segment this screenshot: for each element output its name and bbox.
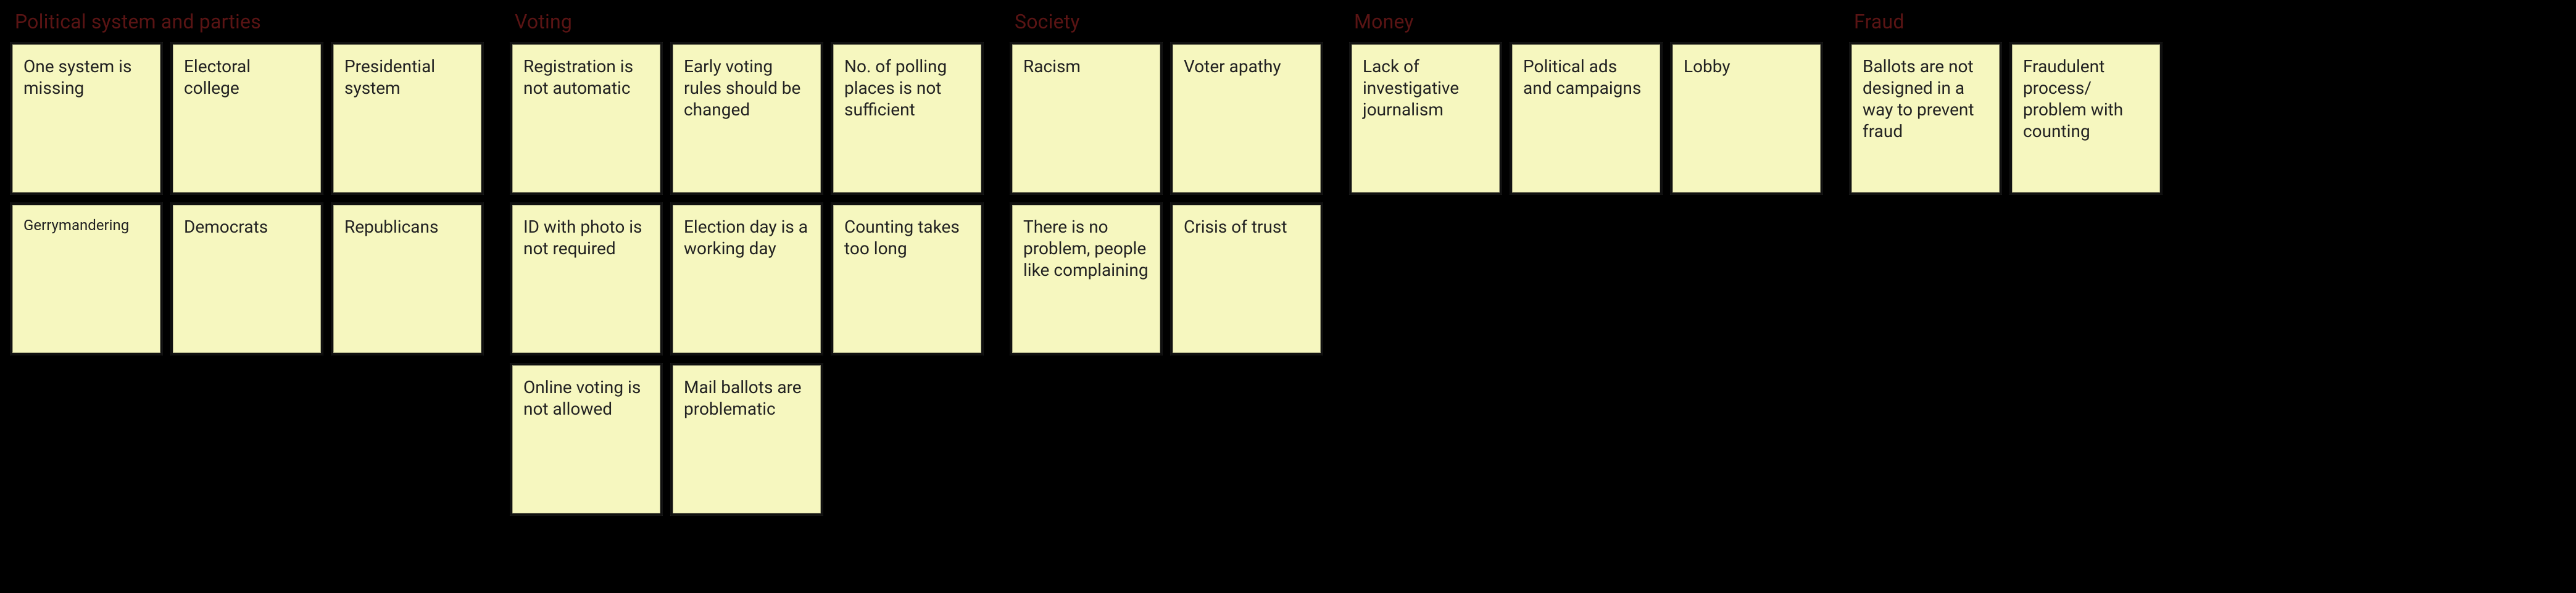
sticky-note-text: Mail ballots are problematic xyxy=(684,377,802,419)
sticky-note-text: Counting takes too long xyxy=(844,217,960,259)
sticky-note[interactable]: Political ads and campaigns xyxy=(1512,44,1660,193)
sticky-note[interactable]: ID with photo is not required xyxy=(512,205,660,353)
sticky-note-text: Voter apathy xyxy=(1184,56,1281,77)
sticky-note[interactable]: Electoral college xyxy=(173,44,321,193)
note-grid-fraud: Ballots are not designed in a way to pre… xyxy=(1851,44,2160,193)
note-grid-political: One system is missing Electoral college Pr… xyxy=(12,44,481,353)
sticky-note-text: There is no problem, people like complai… xyxy=(1023,217,1149,280)
sticky-note[interactable]: One system is missing xyxy=(12,44,160,193)
sticky-note-text: Election day is a working day xyxy=(684,217,808,259)
sticky-note[interactable]: Online voting is not allowed xyxy=(512,365,660,513)
sticky-note-text: Democrats xyxy=(184,217,268,237)
sticky-note-text: Lack of investigative journalism xyxy=(1363,56,1459,120)
sticky-note-text: ID with photo is not required xyxy=(523,217,642,259)
group-society: Society Racism Voter apathy There is no pro… xyxy=(1012,10,1321,353)
sticky-note-text: Online voting is not allowed xyxy=(523,377,641,419)
sticky-note[interactable]: Fraudulent process/ problem with countin… xyxy=(2012,44,2160,193)
sticky-note-text: Political ads and campaigns xyxy=(1523,56,1641,98)
sticky-note[interactable]: Democrats xyxy=(173,205,321,353)
sticky-note-text: Crisis of trust xyxy=(1184,217,1287,237)
sticky-note-text: Lobby xyxy=(1684,56,1730,77)
sticky-note-text: Republicans xyxy=(344,217,438,237)
group-fraud: Fraud Ballots are not designed in a way t… xyxy=(1851,10,2160,193)
group-title-political: Political system and parties xyxy=(12,10,481,33)
sticky-note-text: Racism xyxy=(1023,56,1081,77)
sticky-note-text: One system is missing xyxy=(23,56,131,98)
sticky-note-text: Fraudulent process/ problem with countin… xyxy=(2023,56,2123,141)
group-title-society: Society xyxy=(1012,10,1321,33)
sticky-note[interactable]: Registration is not automatic xyxy=(512,44,660,193)
sticky-note[interactable]: No. of polling places is not sufficient xyxy=(833,44,981,193)
affinity-board: Political system and parties One system i… xyxy=(0,0,2576,593)
sticky-note-text: Gerrymandering xyxy=(23,217,129,234)
sticky-note-text: Ballots are not designed in a way to pre… xyxy=(1863,56,1974,141)
sticky-note[interactable]: There is no problem, people like complai… xyxy=(1012,205,1160,353)
sticky-note[interactable]: Lobby xyxy=(1672,44,1821,193)
group-title-voting: Voting xyxy=(512,10,981,33)
sticky-note[interactable]: Gerrymandering xyxy=(12,205,160,353)
sticky-note[interactable]: Ballots are not designed in a way to pre… xyxy=(1851,44,2000,193)
group-title-money: Money xyxy=(1352,10,1821,33)
sticky-note-text: Early voting rules should be changed xyxy=(684,56,800,120)
sticky-note[interactable]: Crisis of trust xyxy=(1173,205,1321,353)
sticky-note-text: Electoral college xyxy=(184,56,251,98)
note-grid-society: Racism Voter apathy There is no problem, p… xyxy=(1012,44,1321,353)
sticky-note[interactable]: Voter apathy xyxy=(1173,44,1321,193)
sticky-note[interactable]: Republicans xyxy=(333,205,481,353)
group-money: Money Lack of investigative journalism Pol… xyxy=(1352,10,1821,193)
sticky-note[interactable]: Lack of investigative journalism xyxy=(1352,44,1500,193)
group-title-fraud: Fraud xyxy=(1851,10,2160,33)
sticky-note[interactable]: Election day is a working day xyxy=(673,205,821,353)
sticky-note-text: Presidential system xyxy=(344,56,435,98)
sticky-note[interactable]: Mail ballots are problematic xyxy=(673,365,821,513)
group-political: Political system and parties One system i… xyxy=(12,10,481,353)
note-grid-money: Lack of investigative journalism Politica… xyxy=(1352,44,1821,193)
sticky-note-text: No. of polling places is not sufficient xyxy=(844,56,947,120)
sticky-note-text: Registration is not automatic xyxy=(523,56,633,98)
sticky-note[interactable]: Counting takes too long xyxy=(833,205,981,353)
sticky-note[interactable]: Early voting rules should be changed xyxy=(673,44,821,193)
note-grid-voting: Registration is not automatic Early votin… xyxy=(512,44,981,513)
sticky-note[interactable]: Racism xyxy=(1012,44,1160,193)
sticky-note[interactable]: Presidential system xyxy=(333,44,481,193)
group-voting: Voting Registration is not automatic Early… xyxy=(512,10,981,513)
